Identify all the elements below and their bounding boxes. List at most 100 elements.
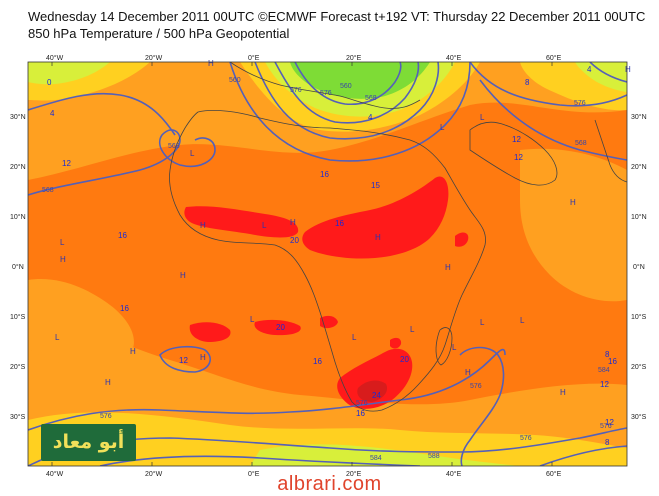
temp-label: 16 [313,357,322,366]
geopotential-contour [254,62,440,140]
geopotential-label: 576 [600,423,612,430]
temp-label: 24 [372,391,381,400]
low-pressure-mark: L [452,343,457,352]
high-pressure-mark: H [465,368,471,377]
lat-label-right: 20°N [631,163,647,171]
geopotential-contour [479,79,627,161]
high-pressure-mark: H [445,263,451,272]
geopotential-label: 584 [370,455,382,462]
geopotential-label: 568 [575,140,587,147]
lat-label-right: 30°S [631,413,647,421]
lon-label-top: 0°E [248,54,260,62]
low-pressure-mark: L [190,149,195,158]
high-pressure-mark: H [570,198,576,207]
high-pressure-mark: H [180,271,186,280]
site-footer: albrari.com [277,473,382,495]
temp-band-green [290,62,430,99]
geopotential-label: 576 [100,413,112,420]
lat-label-right: 20°S [631,363,647,371]
coastline-europe [229,62,421,109]
temp-label: 12 [62,159,71,168]
high-pressure-mark: H [208,59,214,68]
temp-band-yellow-south [28,412,627,466]
high-pressure-mark: H [200,353,206,362]
geopotential-contour [539,445,627,466]
low-pressure-mark: L [262,221,267,230]
lon-label-top: 20°W [145,54,163,62]
coastline-madagascar [435,327,453,366]
temp-label: 15 [371,181,380,190]
low-pressure-mark: L [440,123,445,132]
lon-label-bottom: 0°E [248,470,260,478]
lat-label-left: 10°S [10,313,26,321]
temp-label: 8 [605,438,610,447]
lon-label-top: 40°W [46,54,64,62]
geopotential-label: 560 [340,83,352,90]
geopotential-contour [229,62,471,162]
lat-label-left: 10°N [10,213,26,221]
hot-zone-south-a [320,315,338,329]
geopotential-contour [28,348,506,431]
temp-label: 20 [276,323,285,332]
hot-zone-central-africa [302,176,449,259]
temp-label: 8 [605,350,610,359]
geopotential-contour [274,62,420,124]
hot-zone-madagascar [390,337,402,349]
watermark-logo: أبو معاد [41,424,136,461]
high-pressure-mark: H [60,255,66,264]
geopotential-label: 560 [229,77,241,84]
low-pressure-mark: L [352,333,357,342]
geopotential-label: 568 [168,143,180,150]
temp-label: 20 [400,355,409,364]
lat-label-right: 10°S [631,313,647,321]
hot-zone-west-africa [184,206,299,238]
lon-label-bottom: 20°E [346,470,362,478]
temp-label: 16 [608,357,617,366]
geopotential-contour [459,346,505,466]
coastline-arabia [469,121,558,186]
temp-label: 12 [512,135,521,144]
temp-label: 8 [525,78,530,87]
high-pressure-mark: H [560,388,566,397]
low-pressure-mark: L [520,316,525,325]
geopotential-contour [294,62,402,106]
coastline-africa [169,110,486,412]
temp-band-yellow-atlantic [28,279,134,367]
geopotential-contour [589,62,627,83]
hot-zone-south-central [254,319,301,336]
lon-label-bottom: 60°E [546,470,562,478]
lat-label-left: 30°S [10,413,26,421]
lon-label-top: 60°E [546,54,562,62]
hot-zone-south-west [189,322,231,342]
coastline-india [594,119,627,183]
lat-label-left: 0°N [12,263,24,271]
chart-title: Wednesday 14 December 2011 00UTC ©ECMWF … [28,9,646,24]
low-pressure-mark: L [250,315,255,324]
temp-label: 16 [356,409,365,418]
hot-zone-south-africa-core [357,380,388,402]
high-pressure-mark: H [105,378,111,387]
temp-label: 16 [320,170,329,179]
chart-subtitle: 850 hPa Temperature / 500 hPa Geopotenti… [28,26,290,41]
temp-label: 12 [514,153,523,162]
lon-label-top: 20°E [346,54,362,62]
temp-band-green-ne [575,62,627,92]
low-pressure-mark: L [410,325,415,334]
temp-label: 16 [335,219,344,228]
lon-label-bottom: 40°E [446,470,462,478]
temp-label: 16 [120,304,129,313]
geopotential-label: 588 [428,453,440,460]
low-pressure-mark: L [480,318,485,327]
lat-label-left: 20°S [10,363,26,371]
low-pressure-mark: L [480,113,485,122]
map-frame [27,61,628,467]
high-pressure-mark: H [290,218,296,227]
lat-label-right: 30°N [631,113,647,121]
lon-label-bottom: 20°W [145,470,163,478]
geopotential-label: 568 [42,187,54,194]
geopotential-contour [28,129,216,196]
temp-band-green-nw [28,62,110,85]
temp-label: 20 [290,236,299,245]
hot-zone-south-africa [337,348,413,409]
lat-label-right: 10°N [631,213,647,221]
